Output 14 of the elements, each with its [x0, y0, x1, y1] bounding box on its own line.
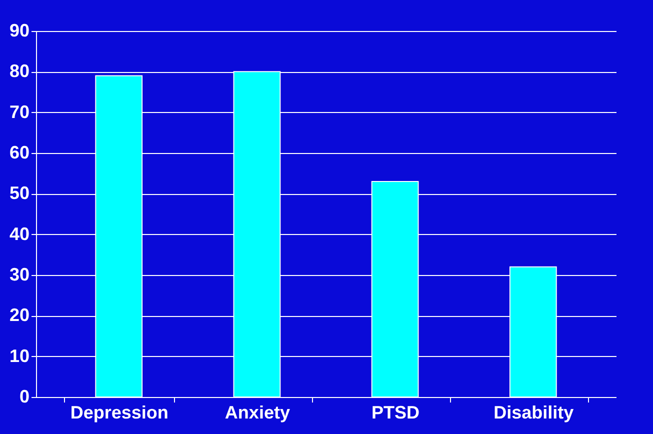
y-tick-label: 30	[9, 264, 30, 284]
y-tick-label: 10	[9, 346, 30, 366]
y-tick-label: 20	[9, 305, 30, 326]
y-tick-label: 80	[9, 61, 30, 82]
y-tick-label: 0	[19, 386, 30, 406]
x-tick-label: Depression	[70, 402, 168, 422]
y-tick-label: 50	[9, 183, 30, 204]
x-tick-label: PTSD	[372, 402, 420, 422]
x-tick-label: Anxiety	[224, 402, 290, 422]
y-tick-label: 90	[9, 20, 30, 40]
y-tick-label: 40	[9, 224, 30, 244]
y-tick-label: 70	[9, 102, 30, 122]
x-tick-label: Disability	[494, 402, 574, 422]
y-tick-label: 60	[9, 142, 30, 162]
